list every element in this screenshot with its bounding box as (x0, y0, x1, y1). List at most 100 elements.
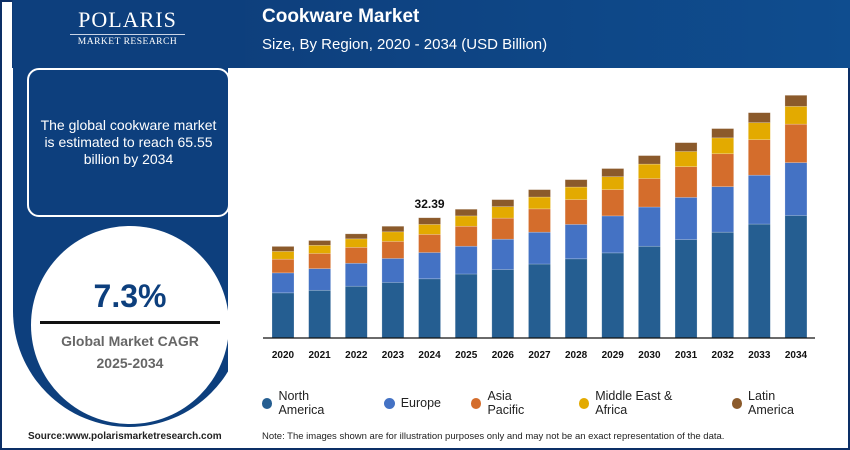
bar-segment-asia-pacific-2026 (491, 217, 515, 240)
cagr-value: 7.3% (93, 278, 167, 314)
data-label-2024: 32.39 (415, 197, 445, 211)
bar-segment-asia-pacific-2029 (601, 189, 625, 217)
bar-segment-north-america-2032 (711, 231, 734, 339)
bar-segment-latin-america-2027 (528, 189, 551, 198)
bar-segment-asia-pacific-2022 (344, 247, 368, 264)
bar-segment-latin-america-2034 (784, 94, 808, 107)
bar-segment-latin-america-2028 (564, 179, 588, 188)
bar-segment-middle-east-africa-2024 (418, 224, 441, 235)
bar-segment-europe-2026 (491, 238, 515, 270)
bar-segment-latin-america-2033 (748, 112, 771, 123)
x-tick-label: 2028 (565, 350, 588, 361)
logo-sub-text: MARKET RESEARCH (77, 37, 178, 47)
legend-dot-icon (578, 397, 590, 409)
bar-segment-north-america-2030 (638, 245, 661, 339)
bar-segment-asia-pacific-2031 (674, 166, 698, 198)
chart-legend: North America Europe Asia Pacific Middle Ea… (262, 389, 850, 417)
bar-segment-north-america-2024 (418, 278, 441, 339)
bar-segment-middle-east-africa-2022 (344, 238, 368, 248)
bar-segment-middle-east-africa-2026 (491, 206, 515, 219)
bar-segment-latin-america-2024 (418, 217, 441, 225)
bar-segment-europe-2027 (528, 231, 551, 265)
legend-item: Latin America (731, 389, 820, 417)
bar-segment-middle-east-africa-2021 (308, 245, 331, 254)
x-tick-label: 2025 (455, 350, 478, 361)
legend-item: Middle East & Africa (578, 389, 702, 417)
bar-segment-latin-america-2020 (271, 246, 295, 252)
bar-segment-middle-east-africa-2023 (381, 231, 405, 242)
x-tick-label: 2024 (418, 350, 441, 361)
bar-segment-middle-east-africa-2033 (748, 122, 771, 140)
bar-segment-europe-2032 (711, 186, 734, 233)
legend-item: Europe (383, 389, 441, 417)
bar-segment-asia-pacific-2023 (381, 241, 405, 259)
x-tick-label: 2034 (785, 350, 808, 361)
bar-segment-north-america-2034 (784, 215, 808, 339)
chart-subtitle: Size, By Region, 2020 - 2034 (USD Billio… (262, 36, 548, 53)
x-tick-label: 2027 (528, 350, 551, 361)
bar-segment-asia-pacific-2030 (638, 178, 661, 208)
bar-segment-north-america-2029 (601, 252, 625, 339)
bar-segment-europe-2024 (418, 252, 441, 280)
bar-segment-north-america-2021 (308, 289, 331, 339)
bar-segment-latin-america-2023 (381, 225, 405, 233)
cagr-divider (40, 321, 220, 324)
bar-segment-middle-east-africa-2034 (784, 106, 808, 125)
bar-segment-asia-pacific-2033 (748, 139, 771, 176)
x-tick-label: 2033 (748, 350, 771, 361)
polaris-logo: POLARIS MARKET RESEARCH (70, 8, 185, 47)
x-tick-label: 2026 (492, 350, 515, 361)
legend-label: Asia Pacific (487, 389, 525, 417)
bar-segment-asia-pacific-2034 (784, 123, 808, 163)
bar-segment-asia-pacific-2032 (711, 153, 734, 187)
chart-title: Cookware Market (262, 6, 420, 27)
bar-segment-middle-east-africa-2020 (271, 251, 295, 260)
bar-segment-asia-pacific-2025 (454, 225, 478, 247)
bar-segment-europe-2031 (674, 197, 698, 240)
legend-label: Latin America (748, 389, 794, 417)
bar-segment-europe-2034 (784, 162, 808, 216)
bar-segment-europe-2030 (638, 206, 661, 247)
cagr-period: 2025-2034 (96, 355, 164, 371)
bar-segment-middle-east-africa-2028 (564, 186, 588, 200)
x-tick-label: 2021 (309, 350, 332, 361)
bar-segment-europe-2028 (564, 224, 588, 260)
bar-segment-asia-pacific-2028 (564, 199, 588, 225)
bar-segment-europe-2029 (601, 215, 625, 254)
legend-item: Asia Pacific (471, 389, 549, 417)
bar-segment-latin-america-2022 (344, 233, 368, 240)
bar-segment-europe-2022 (344, 262, 368, 287)
bar-segment-north-america-2023 (381, 282, 405, 339)
bar-segment-latin-america-2029 (601, 168, 625, 177)
bar-segment-latin-america-2032 (711, 128, 734, 139)
bar-segment-latin-america-2025 (454, 208, 478, 217)
cagr-circle: 7.3% Global Market CAGR 2025-2034 (31, 226, 229, 424)
bar-segment-middle-east-africa-2025 (454, 215, 478, 227)
bar-segment-middle-east-africa-2031 (674, 151, 698, 167)
bar-segment-asia-pacific-2024 (418, 234, 441, 253)
bar-segment-middle-east-africa-2027 (528, 196, 551, 210)
x-tick-label: 2020 (272, 350, 295, 361)
cagr-label-text: Global Market CAGR (61, 333, 199, 349)
bar-segment-latin-america-2030 (638, 155, 661, 165)
bar-segment-latin-america-2026 (491, 199, 515, 207)
x-tick-label: 2029 (602, 350, 625, 361)
bar-segment-middle-east-africa-2030 (638, 163, 661, 179)
bar-segment-north-america-2025 (454, 273, 478, 339)
bar-segment-north-america-2028 (564, 258, 588, 339)
legend-item: North America (262, 389, 354, 417)
bar-segment-latin-america-2021 (308, 240, 331, 246)
bar-segment-middle-east-africa-2032 (711, 137, 734, 155)
bar-segment-europe-2025 (454, 245, 478, 275)
legend-dot-icon (383, 397, 395, 409)
legend-label: North America (278, 389, 325, 417)
legend-label: Europe (400, 396, 441, 410)
bar-segment-asia-pacific-2020 (271, 258, 295, 274)
bar-segment-middle-east-africa-2029 (601, 176, 625, 190)
note-text: Note: The images shown are for illustrat… (262, 431, 725, 442)
bar-segment-north-america-2031 (674, 239, 698, 339)
x-tick-label: 2032 (712, 350, 735, 361)
logo-main-text: POLARIS (78, 7, 177, 32)
bar-segment-europe-2020 (271, 272, 295, 294)
